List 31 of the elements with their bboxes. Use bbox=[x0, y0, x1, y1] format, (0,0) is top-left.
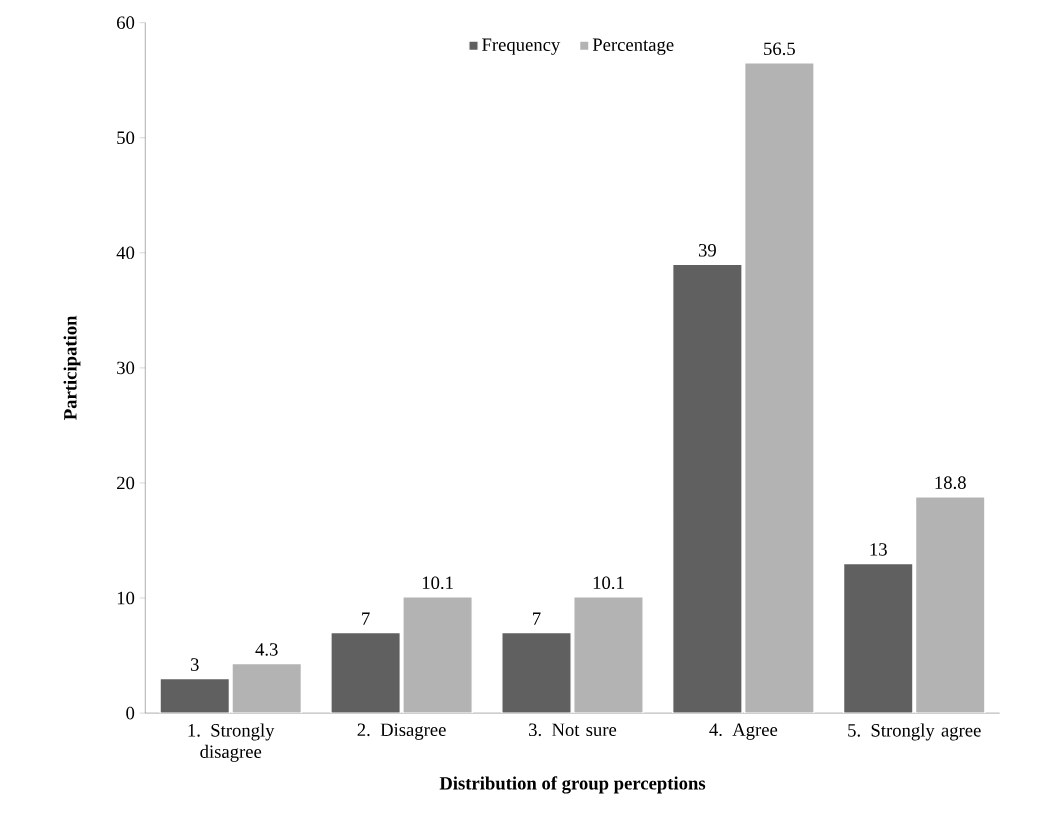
bar bbox=[231, 662, 303, 714]
x-tick-label: 4. Agree bbox=[709, 723, 778, 740]
data-label: 7 bbox=[362, 612, 370, 625]
data-label: 39 bbox=[698, 243, 716, 257]
data-label: 7 bbox=[533, 612, 541, 625]
data-label: 10.1 bbox=[593, 576, 624, 590]
bar bbox=[914, 496, 986, 714]
legend-label: Frequency bbox=[482, 38, 561, 55]
y-tick-label: 0 bbox=[126, 706, 135, 720]
data-label: 13 bbox=[870, 543, 887, 556]
y-tick-label: 60 bbox=[117, 16, 135, 29]
data-label: 18.8 bbox=[935, 476, 966, 489]
bar bbox=[402, 596, 473, 714]
y-tick-label: 50 bbox=[117, 131, 135, 145]
y-tick-label: 20 bbox=[117, 476, 135, 490]
y-tick-label: 40 bbox=[116, 246, 135, 260]
legend-label: Percentage bbox=[592, 38, 674, 55]
bar bbox=[744, 62, 815, 714]
data-label: 10.1 bbox=[422, 576, 453, 590]
y-tick-label: 10 bbox=[117, 591, 135, 605]
x-axis-title: Distribution of group perceptions bbox=[439, 776, 706, 794]
data-label: 4.3 bbox=[255, 643, 278, 656]
y-axis-title: Participation bbox=[63, 315, 81, 420]
x-tick-label: 2. Disagree bbox=[357, 723, 446, 740]
data-label: 3 bbox=[190, 658, 199, 671]
x-tick-label: 5. Strongly agree bbox=[848, 723, 981, 741]
x-tick-label: 3. Not sure bbox=[529, 723, 617, 737]
x-tick-label: 1. Strongly disagree bbox=[188, 723, 275, 762]
y-tick-label: 30 bbox=[117, 361, 135, 375]
bar bbox=[573, 596, 644, 714]
data-label: 56.5 bbox=[764, 42, 795, 56]
